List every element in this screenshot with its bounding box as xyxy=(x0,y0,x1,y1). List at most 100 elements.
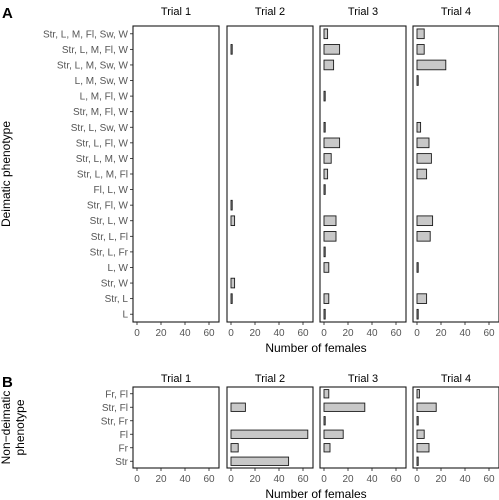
y-tick-label: Str, L, Sw, W xyxy=(71,123,129,134)
bar xyxy=(230,199,233,211)
bar xyxy=(416,59,447,71)
facet-title: Trial 2 xyxy=(255,373,285,385)
bar xyxy=(323,59,335,71)
bar xyxy=(323,121,326,133)
y-tick-label: L, W xyxy=(107,263,128,274)
x-tick-label: 60 xyxy=(483,328,495,339)
y-axis-title: Deimatic phenotype xyxy=(0,121,13,227)
x-tick-label: 60 xyxy=(203,474,215,485)
x-tick-label: 20 xyxy=(249,474,261,485)
x-tick-label: 40 xyxy=(179,474,191,485)
bar xyxy=(323,184,326,195)
x-tick-label: 20 xyxy=(435,474,447,485)
bar xyxy=(323,28,329,40)
bar xyxy=(230,277,236,289)
bar xyxy=(416,308,419,320)
y-tick-label: Fl, L, W xyxy=(94,185,129,196)
x-tick-label: 0 xyxy=(414,328,420,339)
facet-title: Trial 3 xyxy=(348,373,378,385)
bar xyxy=(230,44,233,55)
y-tick-label: Str, L, M, Fl xyxy=(77,170,128,181)
facet-frame xyxy=(132,25,220,323)
panel-letter: A xyxy=(2,5,13,22)
bar xyxy=(416,262,419,273)
bar xyxy=(323,153,332,164)
bar xyxy=(323,262,330,273)
x-tick-label: 60 xyxy=(297,328,309,339)
bar xyxy=(416,389,420,399)
facet-title: Trial 4 xyxy=(441,373,471,385)
bar xyxy=(416,293,428,304)
facet-frame xyxy=(412,25,499,323)
x-tick-label: 0 xyxy=(321,328,327,339)
bar xyxy=(230,402,246,412)
facet-title: Trial 3 xyxy=(348,6,378,18)
y-tick-label: Str, L, Fr xyxy=(90,247,129,258)
x-tick-label: 0 xyxy=(414,474,420,485)
x-tick-label: 20 xyxy=(435,328,447,339)
y-tick-label: Str, L, M, Sw, W xyxy=(57,60,129,71)
y-axis-title: Non−deimaticphenotype xyxy=(0,391,27,465)
x-tick-label: 20 xyxy=(155,328,167,339)
x-tick-label: 20 xyxy=(249,328,261,339)
bar xyxy=(230,443,239,453)
y-tick-label: Fr, Fl xyxy=(105,389,128,400)
facet-frame xyxy=(226,25,314,323)
x-tick-label: 60 xyxy=(390,474,402,485)
facet-frame xyxy=(319,386,407,469)
bar xyxy=(230,215,236,227)
bar xyxy=(323,429,344,439)
x-tick-label: 40 xyxy=(459,474,471,485)
x-tick-label: 40 xyxy=(366,328,378,339)
y-tick-label: Str, Fl, W xyxy=(87,201,129,212)
bar xyxy=(323,293,330,304)
y-tick-label: Str, Fr xyxy=(101,416,129,427)
x-tick-label: 60 xyxy=(297,474,309,485)
bar xyxy=(416,153,432,164)
bar xyxy=(230,429,309,439)
x-tick-label: 60 xyxy=(483,474,495,485)
bar xyxy=(323,402,366,412)
bar xyxy=(416,44,425,55)
y-axis-title-line: Non−deimatic xyxy=(0,391,13,465)
bar xyxy=(416,456,419,466)
facet-title: Trial 1 xyxy=(161,6,191,18)
y-tick-label: L, M, Sw, W xyxy=(75,76,129,87)
facet-frame xyxy=(412,386,499,469)
bar xyxy=(323,137,341,149)
bar xyxy=(323,231,337,242)
y-tick-label: Str, L, Fl, W xyxy=(76,138,129,149)
bar xyxy=(323,215,337,227)
x-tick-label: 0 xyxy=(321,474,327,485)
bar xyxy=(230,293,233,304)
bar xyxy=(323,443,331,453)
x-tick-label: 60 xyxy=(390,328,402,339)
x-tick-label: 0 xyxy=(228,328,234,339)
bar xyxy=(416,429,425,439)
facet-frame xyxy=(319,25,407,323)
facet-title: Trial 2 xyxy=(255,6,285,18)
bar xyxy=(323,44,341,55)
y-tick-label: Str, L xyxy=(105,294,129,305)
y-tick-label: Str, L, Fl xyxy=(91,232,128,243)
bar xyxy=(416,75,419,86)
bar xyxy=(416,402,437,412)
y-tick-label: Str, L, M, Fl, W xyxy=(62,45,129,56)
bar xyxy=(416,231,431,242)
facet-frame xyxy=(226,386,314,469)
bar xyxy=(323,168,329,180)
bar xyxy=(416,168,428,180)
x-tick-label: 20 xyxy=(342,328,354,339)
bar xyxy=(416,137,430,149)
bar xyxy=(416,28,425,40)
x-axis-title: Number of females xyxy=(265,341,366,355)
bar xyxy=(323,416,326,426)
y-tick-label: Str, M, Fl, W xyxy=(73,107,129,118)
facet-title: Trial 4 xyxy=(441,6,471,18)
y-tick-label: L xyxy=(122,310,128,321)
bar xyxy=(323,308,326,320)
y-tick-label: Str, Fl xyxy=(102,403,128,414)
facet-frame xyxy=(132,386,220,469)
x-tick-label: 40 xyxy=(179,328,191,339)
